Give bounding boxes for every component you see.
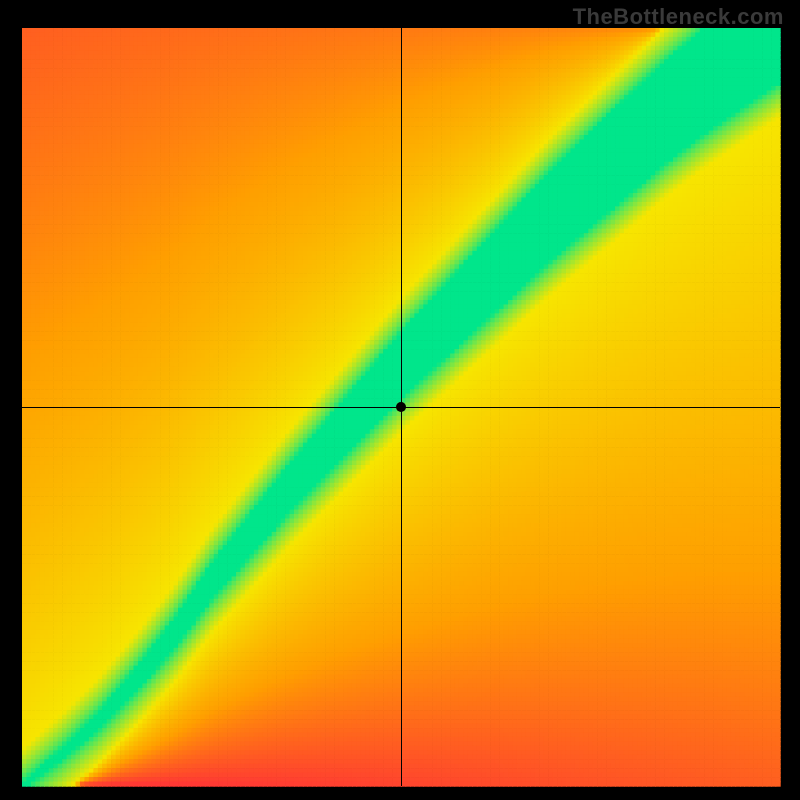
watermark-label: TheBottleneck.com — [573, 4, 784, 30]
heatmap-canvas — [0, 0, 800, 800]
